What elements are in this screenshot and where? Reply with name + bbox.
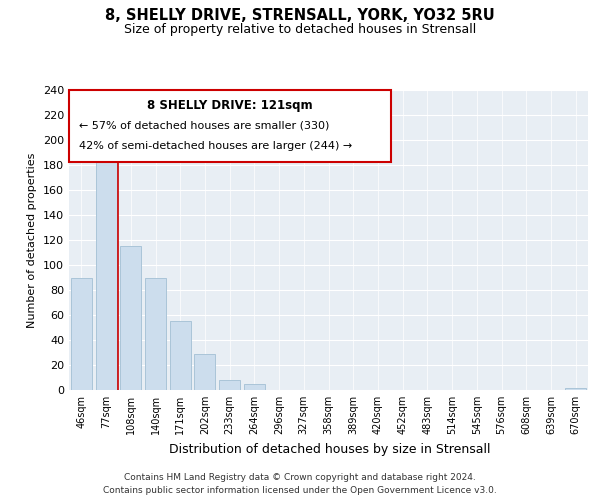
Bar: [120, 246, 141, 390]
Bar: [244, 384, 265, 390]
Bar: [145, 278, 166, 390]
Text: 8, SHELLY DRIVE, STRENSALL, YORK, YO32 5RU: 8, SHELLY DRIVE, STRENSALL, YORK, YO32 5…: [105, 8, 495, 22]
Text: Distribution of detached houses by size in Strensall: Distribution of detached houses by size …: [169, 442, 491, 456]
Text: Contains public sector information licensed under the Open Government Licence v3: Contains public sector information licen…: [103, 486, 497, 495]
Bar: [565, 388, 586, 390]
Bar: [71, 278, 92, 390]
Bar: [170, 322, 191, 390]
Text: ← 57% of detached houses are smaller (330): ← 57% of detached houses are smaller (33…: [79, 120, 330, 130]
Bar: [219, 380, 240, 390]
Bar: [95, 159, 116, 390]
Text: Contains HM Land Registry data © Crown copyright and database right 2024.: Contains HM Land Registry data © Crown c…: [124, 474, 476, 482]
Text: 42% of semi-detached houses are larger (244) →: 42% of semi-detached houses are larger (…: [79, 141, 353, 151]
Text: Size of property relative to detached houses in Strensall: Size of property relative to detached ho…: [124, 22, 476, 36]
Text: 8 SHELLY DRIVE: 121sqm: 8 SHELLY DRIVE: 121sqm: [147, 99, 313, 112]
Y-axis label: Number of detached properties: Number of detached properties: [28, 152, 37, 328]
FancyBboxPatch shape: [69, 90, 391, 162]
Bar: [194, 354, 215, 390]
